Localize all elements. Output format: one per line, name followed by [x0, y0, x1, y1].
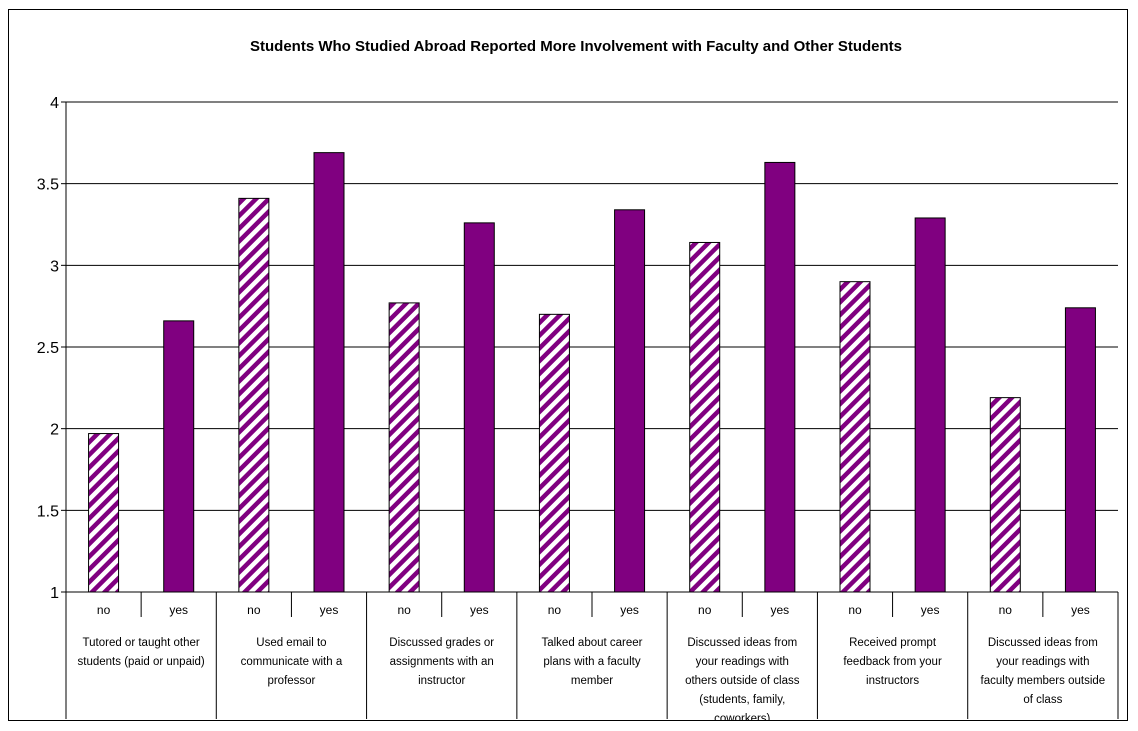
group-label-line: Received prompt — [849, 637, 937, 649]
group-label-line: students (paid or unpaid) — [78, 656, 205, 668]
bar-yes — [463, 222, 495, 593]
bars — [88, 152, 1096, 593]
sub-category-label: no — [397, 603, 411, 617]
sub-category-label: no — [97, 603, 111, 617]
group-label-line: faculty members outside — [981, 675, 1106, 687]
group-label-line: Discussed ideas from — [988, 637, 1098, 649]
axes: 1 1.5 2 2.5 3 3.5 4 — [37, 95, 1119, 719]
sub-category-label: no — [999, 603, 1013, 617]
sub-category-label: yes — [771, 603, 790, 617]
bar-no — [388, 302, 420, 593]
bar-yes — [163, 320, 195, 593]
group-label-line: plans with a faculty — [543, 656, 640, 668]
y-tick-label: 2 — [50, 422, 59, 439]
sub-category-label: no — [848, 603, 862, 617]
sub-category-label: yes — [320, 603, 339, 617]
group-label-line: professor — [267, 675, 315, 687]
group-label-line: of class — [1023, 694, 1062, 706]
bar-yes — [764, 161, 796, 593]
group-label-line: Talked about career — [541, 637, 642, 649]
group-label-line: feedback from your — [843, 656, 942, 668]
sub-category-label: no — [247, 603, 261, 617]
chart-frame: Students Who Studied Abroad Reported Mor… — [8, 9, 1128, 721]
group-label-line: Used email to — [256, 637, 326, 649]
bar-yes — [914, 217, 946, 593]
bar-chart: Students Who Studied Abroad Reported Mor… — [37, 38, 1119, 720]
group-label-line: Discussed grades or — [389, 637, 494, 649]
y-tick-label: 3.5 — [37, 177, 59, 194]
category-labels: no yes Tutored or taught other students (pa… — [78, 603, 1106, 720]
sub-category-label: yes — [1071, 603, 1090, 617]
bar-yes — [614, 209, 646, 593]
group-label-line: others outside of class — [685, 675, 800, 687]
bar-no — [839, 281, 871, 593]
y-tick-label: 2.5 — [37, 340, 59, 357]
group-label-line: communicate with a — [241, 656, 343, 668]
gridlines — [66, 101, 1118, 511]
group-label-line: Tutored or taught other — [83, 637, 200, 649]
bar-no — [538, 313, 570, 593]
sub-category-label: yes — [470, 603, 489, 617]
group-label-line: (students, family, — [699, 694, 785, 706]
group-label-line: Discussed ideas from — [687, 637, 797, 649]
group-label-line: instructors — [866, 675, 919, 687]
bar-no — [689, 241, 721, 593]
bar-yes — [1064, 307, 1096, 593]
chart-title: Students Who Studied Abroad Reported Mor… — [250, 38, 902, 55]
group-label-line: assignments with an — [390, 656, 494, 668]
y-tick-label: 4 — [50, 95, 59, 112]
group-label-line: your readings with — [696, 656, 789, 668]
y-tick-label: 1 — [50, 585, 59, 602]
group-label-line: member — [571, 675, 613, 687]
bar-no — [88, 433, 120, 593]
group-label-line: your readings with — [996, 656, 1089, 668]
sub-category-label: yes — [921, 603, 940, 617]
sub-category-label: yes — [169, 603, 188, 617]
y-tick-label: 3 — [50, 258, 59, 275]
y-tick-label: 1.5 — [37, 503, 59, 520]
bar-yes — [313, 152, 345, 593]
bar-no — [989, 397, 1021, 593]
group-label-line: coworkers) — [714, 713, 770, 720]
sub-category-label: yes — [620, 603, 639, 617]
group-label-line: instructor — [418, 675, 465, 687]
bar-no — [238, 197, 270, 593]
sub-category-label: no — [548, 603, 562, 617]
sub-category-label: no — [698, 603, 712, 617]
